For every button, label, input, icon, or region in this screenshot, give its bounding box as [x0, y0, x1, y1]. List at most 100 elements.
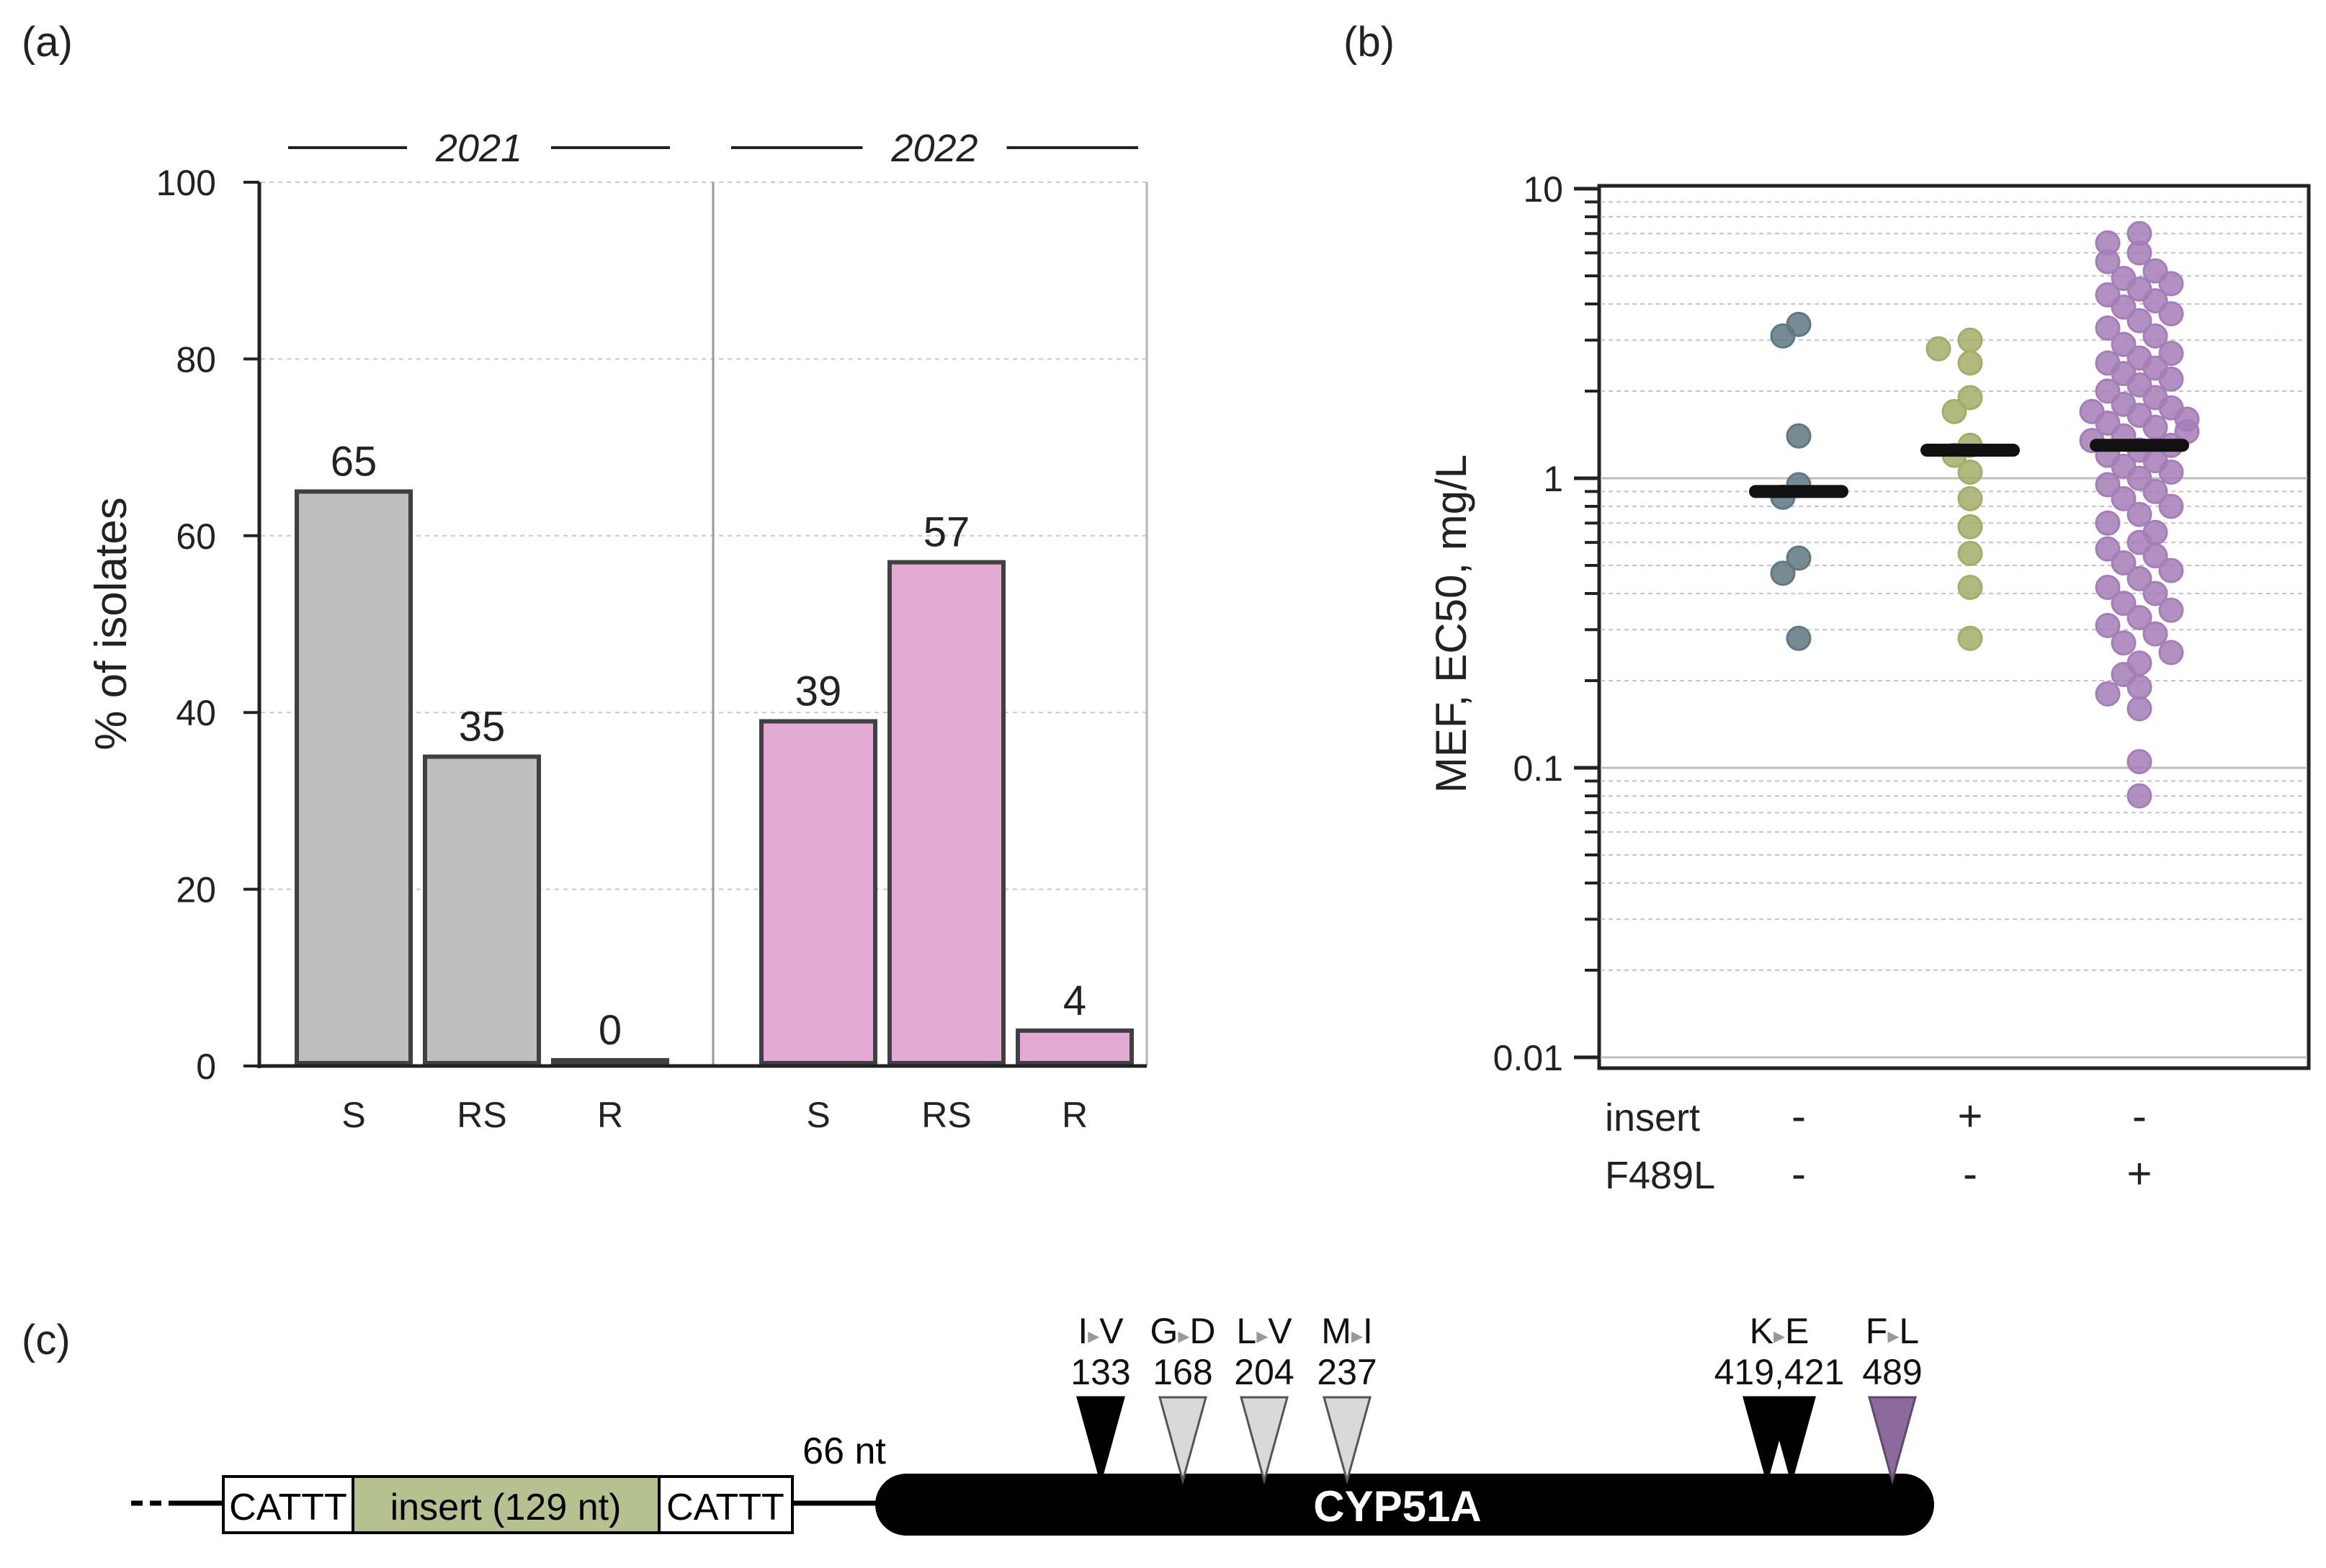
data-point — [2111, 591, 2137, 617]
panel-b-y-tick-label: 0.01 — [1493, 1038, 1563, 1078]
promoter-box-cattt-left-label: CATTT — [229, 1487, 347, 1528]
data-point — [2111, 294, 2137, 320]
data-point — [2111, 550, 2137, 576]
data-point — [2126, 565, 2152, 591]
panel-a-bar-chart: 65 S 35 RS 0 R 39 S 57 RS 4 R 0 20 40 60 80 100 2021 2022… — [86, 127, 1148, 1135]
data-point — [2142, 478, 2168, 504]
panel-label-c: (c) — [22, 1317, 71, 1363]
panel-b-points — [1770, 220, 2200, 809]
bar-value-label: 0 — [599, 1007, 622, 1054]
data-point — [1957, 514, 1983, 539]
data-point — [2142, 323, 2168, 349]
x-tick-label: R — [1062, 1095, 1088, 1135]
panel-b-median-bars — [1749, 439, 2189, 498]
bar-2022-RS — [887, 560, 1006, 1065]
panel-a-bars: 65 S 35 RS 0 R 39 S 57 RS 4 R — [295, 438, 1134, 1135]
data-point — [2142, 414, 2168, 440]
gene-body — [875, 1474, 1934, 1536]
data-point — [2095, 248, 2121, 274]
data-point — [1786, 545, 1812, 571]
data-point — [2158, 597, 2184, 623]
data-point — [2111, 630, 2137, 656]
panel-label-a: (a) — [22, 19, 73, 66]
panel-b-y-ticks: 0.01 0.1 1 10 — [1493, 169, 1601, 1078]
bar-value-label: 65 — [331, 438, 377, 485]
data-point — [2111, 485, 2137, 511]
bar-2021-RS — [423, 754, 541, 1066]
mutation-position: 489 — [1862, 1352, 1922, 1392]
panel-a-y-tick-label: 100 — [156, 163, 216, 203]
data-point — [1957, 485, 1983, 511]
panel-a-y-ticks: 0 20 40 60 80 100 — [156, 163, 259, 1087]
bar-2022-R — [1016, 1028, 1134, 1066]
panel-b-gridlines — [1601, 201, 2307, 1059]
data-point — [2095, 681, 2121, 707]
data-point — [2158, 366, 2184, 392]
mutation-position: 168 — [1153, 1352, 1212, 1392]
data-point — [2158, 557, 2184, 583]
panel-b-y-tick-label: 1 — [1543, 459, 1563, 499]
panel-b-genotype-table: - - + - - + insert F489L — [1605, 1092, 2152, 1198]
data-point — [1786, 625, 1812, 651]
mutation-triangle-marker — [1240, 1396, 1289, 1485]
year-header-label: 2022 — [890, 127, 978, 170]
x-tick-label: RS — [921, 1095, 971, 1135]
data-point — [2158, 271, 2184, 297]
data-point — [1957, 540, 1983, 566]
year-header-label: 2021 — [435, 127, 522, 170]
panel-a-y-tick-label: 20 — [176, 870, 216, 910]
insert-box — [352, 1475, 661, 1534]
data-point — [1957, 459, 1983, 485]
gene-name: CYP51A — [1313, 1482, 1481, 1531]
promoter-box-cattt-right-label: CATTT — [666, 1487, 784, 1528]
panel-a-y-tick-label: 0 — [196, 1047, 216, 1087]
panel-b-y-tick-label: 10 — [1523, 169, 1563, 210]
mutation-label: G▸D — [1150, 1311, 1215, 1351]
data-point — [2142, 581, 2168, 606]
data-point — [2142, 543, 2168, 569]
x-tick-label: S — [341, 1095, 365, 1135]
data-point — [2095, 612, 2121, 638]
data-point — [1770, 323, 1796, 349]
mutation-position: 419,421 — [1714, 1352, 1845, 1392]
data-point — [2126, 674, 2152, 700]
genotype-f489l-value: - — [1963, 1150, 1977, 1198]
data-point — [2111, 331, 2137, 357]
genotype-row-label-f489l: F489L — [1605, 1154, 1715, 1197]
mutation-triangle-marker — [1767, 1396, 1816, 1485]
data-point — [1957, 385, 1983, 411]
data-point — [2126, 605, 2152, 631]
panel-a-y-axis-label: % of isolates — [86, 497, 136, 751]
data-point — [2158, 301, 2184, 327]
data-point — [2126, 308, 2152, 333]
mutation-position: 237 — [1317, 1352, 1377, 1392]
genotype-f489l-value: - — [1792, 1150, 1806, 1198]
panel-a-y-tick-label: 60 — [176, 516, 216, 557]
genotype-insert-value: - — [1792, 1092, 1806, 1140]
data-point — [1925, 336, 1951, 362]
data-point — [1957, 574, 1983, 600]
insert-box-label: insert (129 nt) — [390, 1487, 622, 1528]
data-point — [2095, 472, 2121, 498]
genotype-insert-value: - — [2132, 1092, 2147, 1140]
bar-value-label: 57 — [923, 509, 970, 556]
bar-2021-S — [295, 489, 413, 1065]
panel-b-plot-frame — [1597, 184, 2311, 1070]
data-point — [2158, 493, 2184, 519]
data-point — [1957, 327, 1983, 353]
data-point — [2126, 240, 2152, 266]
data-point — [2158, 341, 2184, 367]
panel-a-y-tick-label: 80 — [176, 339, 216, 380]
panel-label-b: (b) — [1343, 19, 1395, 66]
genotype-row-label-insert: insert — [1605, 1096, 1700, 1139]
mutation-triangle-marker — [1868, 1396, 1917, 1485]
spacer-label: 66 nt — [802, 1430, 886, 1472]
panel-a-year-headers: 2021 2022 — [288, 127, 1138, 170]
data-point — [2095, 574, 2121, 600]
data-point — [1770, 560, 1796, 586]
genotype-insert-value: + — [1957, 1092, 1982, 1140]
panel-b-y-axis-label: MEF, EC50, mg/L — [1427, 454, 1475, 793]
data-point — [2095, 510, 2121, 536]
mutation-label: M▸I — [1321, 1311, 1373, 1351]
